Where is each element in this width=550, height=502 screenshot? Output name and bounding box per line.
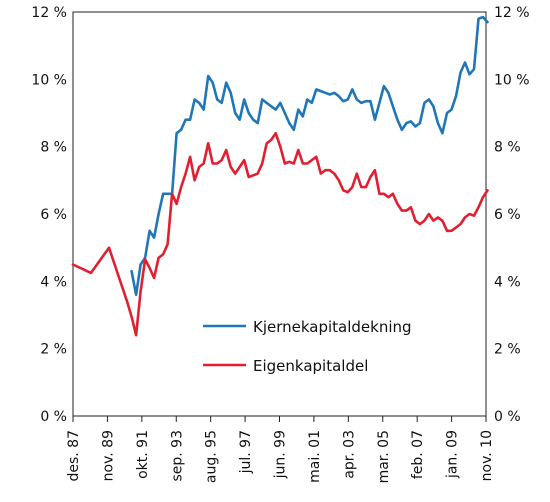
legend-label: Kjernekapitaldekning (253, 318, 412, 336)
x-tick-label: okt. 91 (135, 430, 151, 479)
x-tick-label: mai. 01 (307, 430, 323, 483)
y-tick-label-right: 6 % (494, 207, 521, 223)
series-line-1 (130, 15, 489, 297)
x-tick-label: nov. 10 (479, 430, 495, 481)
plot-frame (72, 11, 487, 417)
x-tick-label: jul. 97 (238, 430, 254, 474)
y-tick-label-right: 0 % (494, 409, 521, 425)
y-tick-label-right: 10 % (494, 72, 530, 88)
series-layer (71, 15, 489, 337)
y-tick-label-right: 4 % (494, 274, 521, 290)
y-tick-label-left: 0 % (40, 409, 67, 425)
y-tick-label-left: 4 % (40, 274, 67, 290)
plot-border (72, 11, 487, 417)
y-tick-label-right: 12 % (494, 5, 530, 21)
y-tick-label-left: 2 % (40, 342, 67, 358)
legend: Kjernekapitaldekning Eigenkapitaldel (203, 318, 412, 375)
x-tick-label: mar. 05 (376, 430, 392, 483)
x-tick-label: des. 87 (66, 430, 82, 482)
y-axis-left: 0 % 2 % 4 % 6 % 8 % 10 % 12 % (31, 5, 67, 425)
legend-label: Eigenkapitaldel (253, 357, 368, 375)
x-tick-label: jun. 99 (273, 430, 289, 479)
series-line-2 (71, 131, 489, 337)
x-tick-label: apr. 03 (341, 430, 357, 479)
y-tick-label-left: 10 % (31, 72, 67, 88)
y-tick-label-right: 2 % (494, 342, 521, 358)
y-tick-label-left: 8 % (40, 140, 67, 156)
y-tick-label-left: 6 % (40, 207, 67, 223)
x-tick-label: jan. 09 (445, 430, 461, 479)
x-tick-label: feb. 07 (410, 430, 426, 479)
y-tick-label-left: 12 % (31, 5, 67, 21)
y-axis-right: 0 % 2 % 4 % 6 % 8 % 10 % 12 % (494, 5, 530, 425)
y-tick-label-right: 8 % (494, 140, 521, 156)
x-tick-label: nov. 89 (100, 430, 116, 481)
x-tick-label: aug. 95 (204, 430, 220, 483)
x-axis: des. 87 nov. 89 okt. 91 sep. 93 aug. 95 jul. … (66, 416, 495, 483)
x-tick-label: sep. 93 (169, 430, 185, 482)
